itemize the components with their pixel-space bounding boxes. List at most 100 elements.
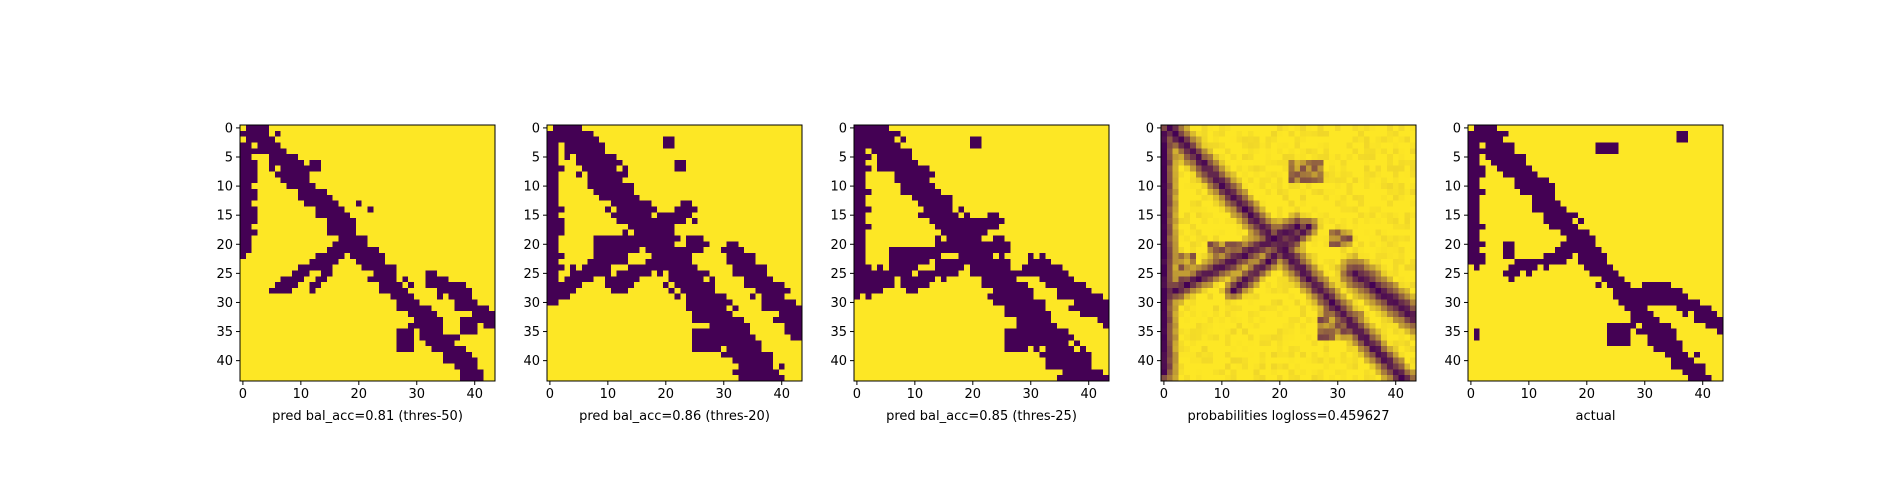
heatmap-cell — [593, 148, 600, 155]
heatmap-cell — [460, 363, 467, 370]
heatmap-cell — [448, 206, 455, 213]
heatmap-cell — [1022, 229, 1029, 236]
heatmap-cell — [408, 200, 415, 207]
heatmap-cell — [761, 351, 768, 359]
heatmap-cell — [373, 317, 380, 324]
heatmap-cell — [344, 317, 351, 324]
heatmap-cell — [964, 200, 971, 207]
heatmap-cell — [1004, 223, 1011, 231]
heatmap-cell — [987, 136, 994, 143]
x-tick-label: 40 — [466, 387, 483, 402]
heatmap-cell — [425, 142, 432, 149]
heatmap-cell — [703, 351, 710, 359]
heatmap-cell — [402, 148, 409, 155]
heatmap-cell — [854, 142, 861, 149]
heatmap-cell — [466, 328, 473, 335]
heatmap-cell — [564, 206, 571, 213]
heatmap-cell — [680, 142, 687, 149]
heatmap-cell — [1103, 229, 1110, 236]
heatmap-cell — [245, 334, 252, 341]
heatmap-cell — [668, 223, 675, 231]
heatmap-cell — [622, 229, 629, 236]
heatmap-cell — [489, 177, 496, 184]
heatmap-cell — [877, 189, 884, 196]
heatmap-cell — [651, 287, 658, 295]
heatmap-cell — [489, 311, 496, 318]
heatmap-cell — [888, 130, 895, 138]
heatmap-cell — [332, 194, 339, 202]
heatmap-cell — [715, 346, 722, 353]
heatmap-cell — [900, 218, 907, 225]
heatmap-cell — [668, 229, 675, 236]
heatmap-cell — [245, 125, 252, 132]
heatmap-cell — [865, 189, 872, 196]
heatmap-cell — [778, 340, 786, 347]
heatmap-cell — [940, 171, 948, 178]
heatmap-cell — [257, 148, 264, 155]
heatmap-cell — [790, 229, 797, 236]
heatmap-cell — [367, 363, 374, 370]
heatmap-cell — [483, 253, 490, 260]
heatmap-cell — [998, 165, 1006, 172]
heatmap-cell — [726, 218, 733, 225]
heatmap-cell — [628, 311, 635, 318]
heatmap-cell — [373, 218, 380, 225]
heatmap-cell — [564, 136, 571, 143]
heatmap-cell — [483, 165, 490, 172]
heatmap-cell — [425, 282, 432, 289]
heatmap-cell — [1033, 247, 1040, 254]
heatmap-cell — [738, 293, 745, 300]
heatmap-cell — [257, 322, 264, 330]
heatmap-cell — [245, 287, 252, 295]
heatmap-cell — [245, 189, 252, 196]
heatmap-cell — [274, 299, 281, 306]
heatmap-cell — [975, 206, 982, 213]
heatmap-cell — [674, 148, 681, 155]
heatmap-cell — [709, 351, 716, 359]
heatmap-cell — [373, 159, 380, 167]
heatmap-cell — [761, 311, 768, 318]
heatmap-cell — [993, 258, 1000, 266]
heatmap-cell — [1097, 130, 1104, 138]
heatmap-cell — [268, 322, 276, 330]
heatmap-cell — [292, 183, 299, 190]
heatmap-cell — [587, 276, 594, 283]
heatmap-cell — [367, 235, 374, 242]
heatmap-cell — [639, 317, 646, 324]
heatmap-cell — [773, 375, 780, 382]
heatmap-cell — [622, 264, 629, 271]
heatmap-cell — [674, 223, 681, 231]
heatmap-cell — [674, 212, 681, 219]
heatmap-cell — [321, 375, 328, 382]
heatmap-cell — [321, 206, 328, 213]
heatmap-cell — [1062, 200, 1069, 207]
heatmap-cell — [958, 206, 965, 213]
heatmap-cell — [413, 287, 421, 295]
heatmap-cell — [466, 334, 473, 341]
heatmap-cell — [419, 229, 426, 236]
heatmap-cell — [245, 130, 252, 138]
heatmap-cell — [303, 125, 310, 132]
heatmap-cell — [350, 159, 357, 167]
heatmap-cell — [738, 235, 745, 242]
heatmap-cell — [321, 282, 328, 289]
heatmap-cell — [680, 247, 687, 254]
heatmap-cell — [437, 177, 444, 184]
heatmap-cell — [1056, 258, 1064, 266]
heatmap-cell — [923, 247, 930, 254]
heatmap-cell — [616, 159, 623, 167]
heatmap-cell — [292, 357, 299, 364]
heatmap-cell — [575, 369, 583, 376]
heatmap-cell — [657, 258, 664, 266]
heatmap-cell — [315, 189, 322, 196]
heatmap-cell — [888, 142, 895, 149]
heatmap-cell — [691, 340, 699, 347]
heatmap-cell — [767, 247, 774, 254]
heatmap-cell — [1010, 200, 1017, 207]
heatmap-cell — [859, 130, 866, 138]
heatmap-cell — [245, 200, 252, 207]
heatmap-cell — [871, 171, 878, 178]
heatmap-cell — [657, 369, 664, 376]
heatmap-cell — [581, 363, 588, 370]
heatmap-cell — [292, 328, 299, 335]
